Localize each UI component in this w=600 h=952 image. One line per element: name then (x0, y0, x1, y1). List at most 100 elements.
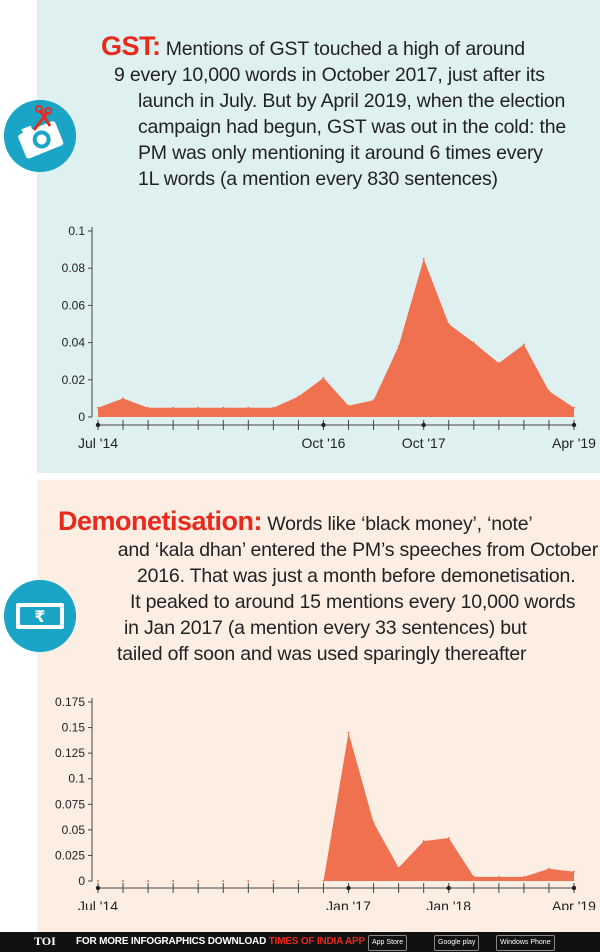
demonetisation-chart-x-tick-dot (346, 885, 351, 891)
gst-headline-line-6: 1L words (a mention every 830 sentences) (138, 168, 498, 190)
gst-chart-data-point (472, 341, 475, 344)
demonetisation-chart-x-tick-label: Jan '17 (326, 898, 371, 910)
gst-chart-data-point (447, 323, 450, 325)
demonetisation-chart-x-tick-dot (95, 885, 101, 891)
gst-keyword: GST: (101, 31, 161, 61)
gst-chart-x-tick-label: Oct '17 (402, 435, 446, 451)
demonetisation-chart-x-tick-dot (571, 885, 577, 891)
demonetisation-chart-x-tick-label: Apr '19 (552, 898, 596, 910)
rupee-note-icon: ₹ (4, 580, 76, 652)
demonetisation-panel: Demonetisation: Words like ‘black money’… (37, 480, 600, 932)
toi-logo: TOI (34, 934, 56, 948)
gst-chart-data-point (522, 343, 525, 346)
demonetisation-chart-y-tick-label: 0.05 (62, 823, 86, 837)
demonetisation-chart-area-series (98, 732, 574, 881)
demonetisation-headline-line-5: in Jan 2017 (a mention every 33 sentence… (124, 617, 527, 639)
gst-chart-x-tick-label: Jul '14 (78, 435, 118, 451)
demonetisation-chart-y-tick-label: 0.075 (55, 797, 85, 811)
gst-chart-data-point (372, 399, 375, 402)
windows-phone-badge[interactable]: Windows Phone (496, 935, 555, 951)
gst-chart-x-tick-dot (321, 422, 326, 428)
camera-icon (4, 100, 76, 172)
gst-chart-data-point (397, 345, 400, 348)
gst-chart-data-point (172, 406, 175, 409)
demonetisation-chart-data-point (347, 731, 350, 734)
gst-chart-data-point (197, 406, 200, 409)
demonetisation-headline-line-4: It peaked to around 15 mentions every 10… (130, 591, 576, 613)
gst-mentions-chart: 0 0.02 0.04 0.06 0.08 0.1 Jul '14 Oct '16 Oct '1… (62, 224, 597, 451)
gst-chart-data-point (497, 362, 500, 365)
demonetisation-headline-line-2: and ‘kala dhan’ entered the PM’s speeche… (117, 539, 598, 561)
svg-text:₹: ₹ (34, 607, 45, 626)
gst-chart-data-point (247, 406, 250, 409)
footer-message: FOR MORE INFOGRAPHICS DOWNLOAD TIMES OF … (76, 936, 365, 947)
gst-chart-data-point (147, 406, 150, 409)
demonetisation-chart-y-tick-label: 0.125 (55, 746, 85, 760)
gst-headline-line-1: GST: Mentions of GST touched a high of a… (101, 31, 525, 61)
demonetisation-headline-line-6: tailed off soon and was used sparingly t… (117, 643, 527, 665)
app-store-badge[interactable]: App Store (368, 935, 408, 951)
demonetisation-chart-data-point (397, 866, 400, 869)
demonetisation-chart-data-point (372, 821, 375, 824)
demonetisation-chart-data-point (197, 880, 200, 882)
demonetisation-chart-data-point (172, 880, 175, 882)
gst-headline-line-4: campaign had begun, GST was out in the c… (138, 116, 566, 138)
gst-chart-data-point (547, 389, 550, 392)
demonetisation-chart-data-point (122, 880, 125, 882)
demonetisation-chart-y-tick-label: 0.1 (68, 772, 85, 786)
demonetisation-headline-line-1: Demonetisation: Words like ‘black money’… (58, 506, 533, 536)
gst-chart-data-point (272, 406, 275, 409)
gst-headline: GST: Mentions of GST touched a high of a… (101, 33, 600, 192)
gst-headline-line-3: launch in July. But by April 2019, when … (138, 90, 566, 112)
gst-chart-y-tick-label: 0.08 (62, 261, 86, 275)
demonetisation-chart-y-tick-label: 0.175 (55, 695, 85, 709)
gst-chart-x-tick-dot (571, 422, 577, 428)
gst-chart-data-point (347, 404, 350, 407)
demonetisation-chart-x-tick-label: Jul '14 (78, 898, 118, 910)
demonetisation-headline-line-3: 2016. That was just a month before demon… (137, 565, 576, 587)
gst-chart-area-series (98, 258, 574, 417)
demonetisation-chart-y-tick-label: 0.15 (62, 721, 86, 735)
gst-chart-y-tick-label: 0.04 (62, 336, 86, 350)
demonetisation-chart-x-tick-dot (446, 885, 451, 891)
demonetisation-chart-data-point (422, 840, 425, 843)
google-play-badge[interactable]: Google play (434, 935, 480, 951)
gst-chart-x-tick-dot (95, 422, 101, 428)
demonetisation-chart-data-point (147, 880, 150, 882)
demonetisation-chart-data-point (573, 870, 575, 873)
gst-chart-data-point (222, 406, 225, 409)
demonetisation-headline: Demonetisation: Words like ‘black money’… (58, 508, 598, 667)
demonetisation-chart-data-point (322, 880, 325, 882)
gst-chart-data-point (422, 257, 425, 260)
gst-chart-data-point (297, 395, 300, 398)
footer-bar: TOI FOR MORE INFOGRAPHICS DOWNLOAD TIMES… (0, 932, 600, 952)
demonetisation-chart-data-point (97, 880, 99, 882)
demonetisation-chart-data-point (222, 880, 225, 882)
gst-chart-x-tick-label: Apr '19 (552, 435, 596, 451)
gst-chart-x-tick-dot (421, 422, 426, 428)
demonetisation-chart-data-point (297, 880, 300, 882)
demonetisation-chart-data-point (272, 880, 275, 882)
gst-chart-y-tick-label: 0 (78, 410, 85, 424)
demonetisation-chart-data-point (522, 875, 525, 878)
gst-chart-data-point (97, 406, 99, 409)
gst-chart-x-tick-label: Oct '16 (302, 435, 346, 451)
demonetisation-chart-data-point (447, 837, 450, 840)
demonetisation-chart-data-point (497, 875, 500, 878)
gst-chart-y-tick-label: 0.02 (62, 373, 86, 387)
gst-headline-line-5: PM was only mentioning it around 6 times… (138, 142, 543, 164)
demonetisation-chart-y-tick-label: 0 (78, 874, 85, 888)
demonetisation-mentions-chart: 0 0.025 0.05 0.075 0.1 0.125 0.15 0.175 Jul '14 J… (55, 695, 596, 910)
app-name: TIMES OF INDIA APP (268, 936, 365, 947)
gst-chart-data-point (322, 376, 325, 379)
gst-chart-y-tick-label: 0.1 (68, 224, 85, 238)
demonetisation-chart-data-point (547, 867, 550, 870)
demonetisation-chart-x-tick-label: Jan '18 (426, 898, 471, 910)
gst-chart-y-tick-label: 0.06 (62, 298, 86, 312)
demonetisation-chart-data-point (247, 880, 250, 882)
demonetisation-keyword: Demonetisation: (58, 506, 263, 536)
gst-chart-data-point (573, 406, 575, 409)
gst-headline-line-2: 9 every 10,000 words in October 2017, ju… (114, 64, 545, 86)
gst-chart-data-point (122, 397, 125, 400)
demonetisation-chart-y-tick-label: 0.025 (55, 848, 85, 862)
